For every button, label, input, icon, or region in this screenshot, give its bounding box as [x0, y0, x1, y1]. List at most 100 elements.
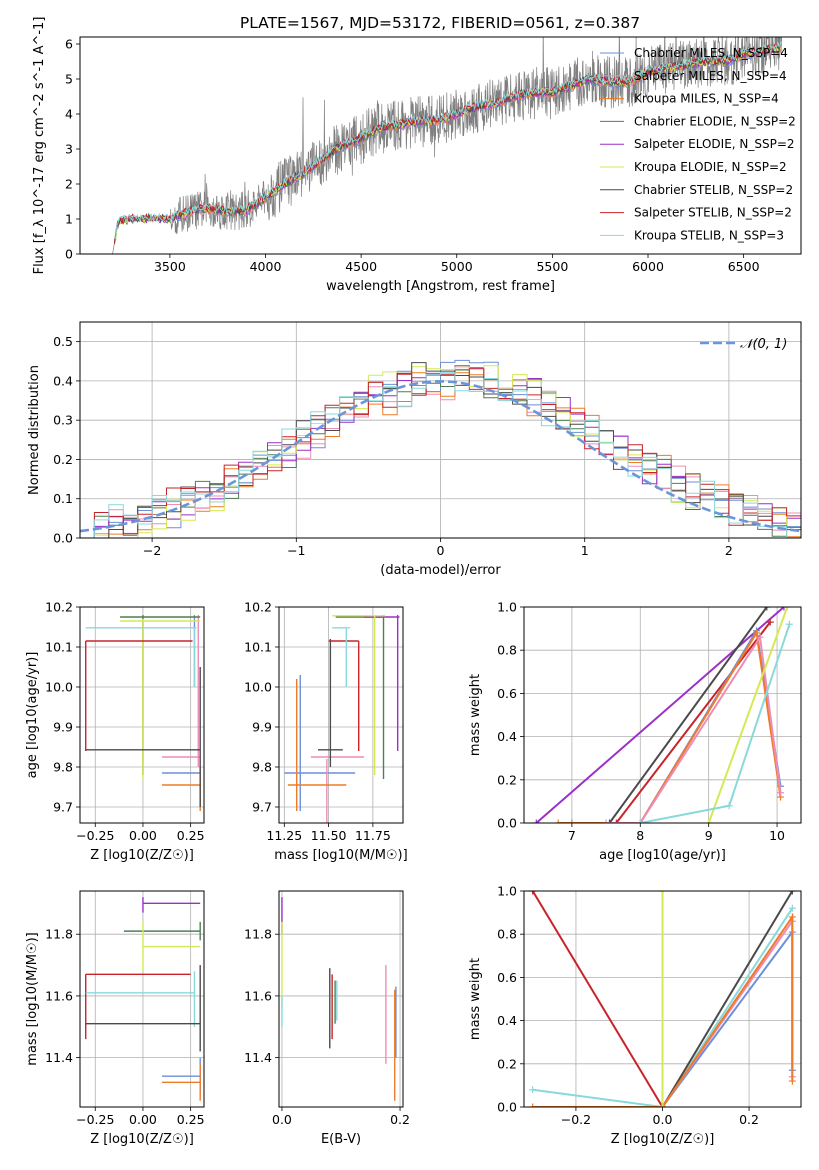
legend-label: Salpeter STELIB, N_SSP=2	[634, 206, 792, 220]
y-tick-label: 5	[65, 72, 73, 87]
marker-krou_stelib	[785, 620, 793, 628]
marker-krou_elodie	[783, 607, 791, 611]
x-axis-label: age [log10(age/yr)]	[599, 848, 726, 863]
marker-krou_miles	[554, 819, 562, 823]
marker-salp_stelib	[529, 891, 537, 895]
y-tick-label: 1.0	[497, 884, 517, 899]
x-tick-label: 0.0	[653, 1112, 673, 1127]
x-axis-label: Z [log10(Z/Z☉)]	[90, 848, 194, 863]
x-tick-label: −1	[287, 543, 305, 558]
marker-krou_elodie	[705, 819, 713, 823]
legend-label: Salpeter MILES, N_SSP=4	[634, 69, 787, 83]
y-tick-label: 10.2	[244, 600, 272, 615]
line-krou_miles	[661, 913, 794, 1107]
x-tick-label: 8	[636, 828, 644, 843]
mass_vs_Z-panel: −0.25 0.00 0.25 11.4 11.6 11.8 Z [log10(Z/Z☉)]…	[25, 890, 205, 1147]
y-tick-label: 0.4	[497, 1013, 517, 1028]
line-krou_elodie	[707, 607, 789, 823]
x-tick-label: −0.25	[76, 828, 114, 843]
marker-krou_stelib	[636, 819, 644, 823]
y-tick-label: 0.6	[497, 686, 517, 701]
y-tick-label: 9.9	[252, 720, 272, 735]
axes-frame	[278, 606, 404, 824]
axes-frame	[523, 606, 802, 824]
x-tick-label: −0.25	[76, 1112, 114, 1127]
line-krou_stelib	[640, 623, 791, 823]
legend: Chabrier MILES, N_SSP=4 Salpeter MILES, N…	[600, 46, 796, 242]
legend-label: Kroupa MILES, N_SSP=4	[634, 92, 779, 106]
marker-salp_miles	[776, 789, 784, 797]
marker-chab_stelib	[605, 819, 613, 823]
y-tick-label: 0.0	[497, 816, 517, 831]
line-salp_stelib	[615, 621, 771, 823]
y-tick-label: 2	[65, 177, 73, 192]
y-tick-label: 10.2	[45, 600, 73, 615]
massweight_vs_Z-marks	[529, 891, 796, 1107]
normal-curve	[80, 379, 801, 533]
marker-krou_elodie	[659, 891, 666, 895]
x-axis-label: (data-model)/error	[380, 563, 501, 578]
x-tick-label: 4000	[250, 259, 282, 274]
y-tick-label: 9.9	[53, 720, 73, 735]
x-axis-label: E(B-V)	[321, 1132, 361, 1147]
legend-label: Kroupa ELODIE, N_SSP=2	[634, 160, 787, 174]
spectrum-panel: 3500 4000 4500 5000 5500 6000 6500 0 1 2 3 4 5 6 wavel…	[32, 14, 802, 294]
y-tick-label: 0.3	[53, 413, 73, 428]
marker-salp_stelib	[612, 819, 620, 823]
marker-krou_elodie	[659, 1103, 666, 1107]
x-axis-label: wavelength [Angstrom, rest frame]	[326, 279, 555, 294]
mass_vs_ebv-marks	[281, 897, 397, 1101]
x-tick-label: 11.75	[355, 828, 391, 843]
x-tick-label: 0.00	[129, 1112, 157, 1127]
y-tick-label: 0.0	[53, 531, 73, 546]
x-tick-label: 6500	[728, 259, 760, 274]
x-tick-label: 11.25	[266, 828, 302, 843]
residuals-panel: −2 −1 0 1 2 0.0 0.1 0.2 0.3 0.4 0.5 (data-model)/er…	[27, 321, 802, 578]
line-salp_stelib	[531, 891, 664, 1107]
y-tick-label: 11.4	[45, 1050, 73, 1065]
y-tick-label: 9.7	[252, 800, 272, 815]
x-tick-label: 6000	[632, 259, 664, 274]
y-tick-label: 10.1	[244, 640, 272, 655]
line-krou_miles	[558, 630, 782, 823]
line-chab_stelib	[661, 891, 794, 1107]
y-tick-label: 10.0	[244, 680, 272, 695]
marker-salp_miles	[756, 633, 764, 641]
y-tick-label: 9.8	[252, 760, 272, 775]
y-tick-label: 0.4	[497, 729, 517, 744]
histogram-krou_stelib	[80, 372, 801, 538]
x-tick-label: 5500	[536, 259, 568, 274]
y-tick-label: 11.8	[244, 927, 272, 942]
x-tick-label: 0.0	[272, 1112, 292, 1127]
marker-krou_miles	[788, 1077, 796, 1085]
y-tick-label: 3	[65, 142, 73, 157]
x-tick-label: 0.2	[390, 1112, 410, 1127]
legend-label: Chabrier MILES, N_SSP=4	[634, 46, 788, 60]
y-axis-label: mass [log10(M/M☉)]	[25, 932, 40, 1065]
x-tick-label: 5000	[441, 259, 473, 274]
x-tick-label: 0.00	[129, 828, 157, 843]
y-tick-label: 0.2	[497, 1056, 517, 1071]
marker-chab_stelib	[788, 891, 796, 895]
y-tick-label: 0.2	[53, 452, 73, 467]
massweight_vs_age-marks	[532, 607, 793, 823]
marker-chab_stelib	[763, 607, 771, 611]
x-tick-label: 2	[725, 543, 733, 558]
x-tick-label: −0.2	[561, 1112, 591, 1127]
line-krou_stelib	[532, 907, 794, 1107]
x-tick-label: 11.50	[311, 828, 347, 843]
axes-frame	[278, 890, 404, 1108]
histogram-chab_stelib	[80, 362, 801, 538]
y-tick-label: 0.8	[497, 643, 517, 658]
y-tick-label: 0.2	[497, 772, 517, 787]
y-tick-label: 4	[65, 107, 73, 122]
marker-krou_miles	[753, 629, 761, 637]
y-tick-label: 0.6	[497, 970, 517, 985]
marker-krou_miles	[529, 1103, 537, 1107]
legend-label: Chabrier ELODIE, N_SSP=2	[634, 114, 796, 128]
axes-frame	[79, 321, 802, 539]
spectrum-marks	[112, 37, 783, 254]
residuals-marks	[80, 359, 801, 538]
y-tick-label: 0.1	[53, 491, 73, 506]
x-axis-label: mass [log10(M/M☉)]	[274, 848, 407, 863]
